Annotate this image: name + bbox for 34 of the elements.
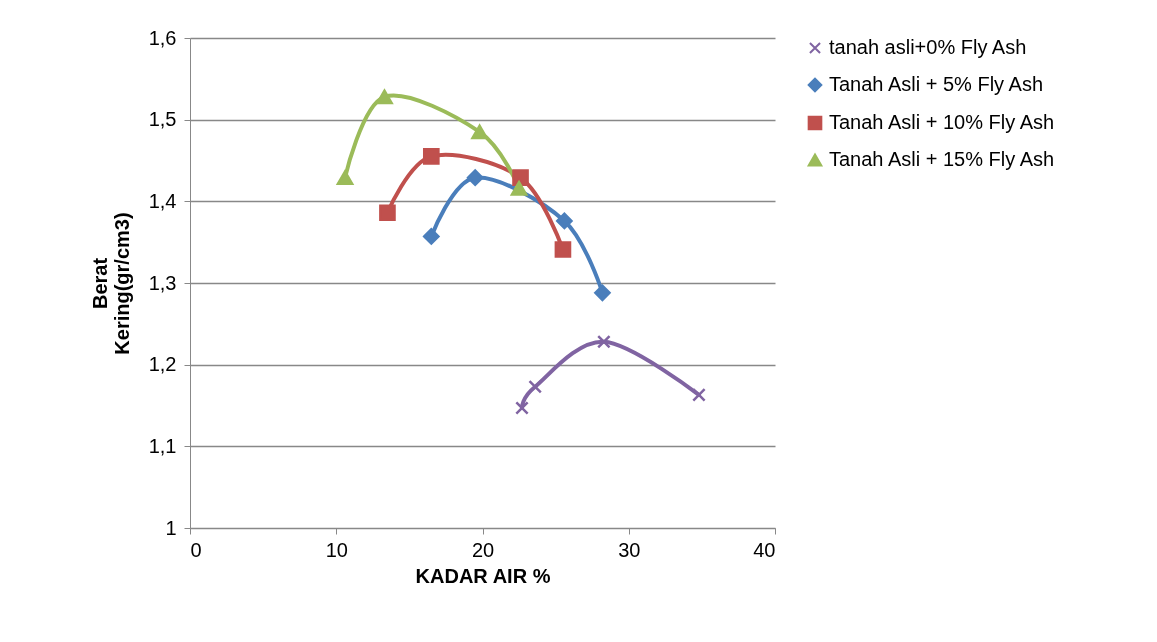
legend-label: Tanah Asli + 10% Fly Ash: [829, 111, 1055, 133]
x-tick-label: 20: [471, 538, 495, 561]
point: [422, 228, 440, 245]
y-tick-label: 1,4: [148, 189, 177, 212]
legend-label: tanah asli+0% Fly Ash: [829, 36, 1027, 58]
point: [471, 124, 488, 140]
y-tick-label: 1,6: [148, 26, 177, 49]
y-tick-label: 1: [165, 516, 177, 539]
point: [528, 379, 543, 394]
legend-label: Tanah Asli + 5% Fly Ash: [829, 73, 1044, 95]
y-tick-label: 1,5: [148, 108, 177, 131]
point: [596, 334, 611, 349]
point: [379, 204, 396, 222]
y-tick-label: 1,1: [148, 434, 177, 457]
point: [512, 169, 529, 186]
x-tick-label: 30: [618, 538, 641, 561]
y-tick-label: 1,3: [148, 271, 177, 294]
point: [554, 241, 572, 258]
point: [556, 212, 573, 230]
point: [466, 169, 484, 186]
y-tick-label: 1,2: [148, 353, 177, 376]
point: [510, 180, 528, 196]
point: [376, 89, 393, 105]
point: [336, 170, 354, 186]
x-tick-label: 40: [753, 538, 776, 561]
legend-label: Tanah Asli + 15% Fly Ash: [829, 148, 1055, 170]
point: [594, 284, 611, 302]
x-axis-title: KADAR AIR %: [415, 564, 551, 587]
x-tick-label: 10: [325, 538, 348, 561]
point: [515, 401, 529, 415]
point: [692, 387, 706, 402]
y-axis-title: Berat Kering(gr/cm3): [88, 212, 133, 355]
point: [422, 148, 440, 165]
x-tick-label: 0: [190, 538, 202, 561]
